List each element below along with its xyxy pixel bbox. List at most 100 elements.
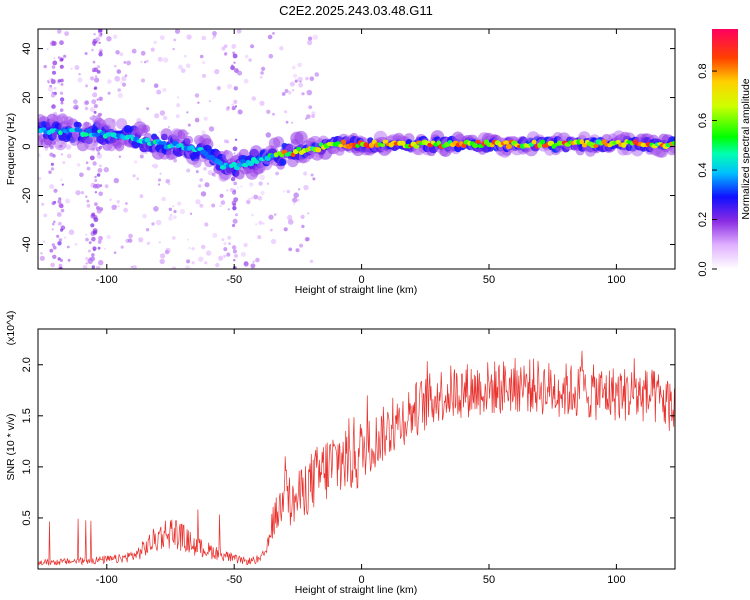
spectrogram-speckle bbox=[309, 259, 314, 263]
spectrogram-xtick-label: 50 bbox=[483, 274, 495, 286]
spectrogram-speckle bbox=[287, 214, 293, 221]
spectrogram-ridge-cell bbox=[461, 143, 467, 149]
spectrogram-speckle bbox=[134, 160, 138, 164]
spectrogram-ridge-cell bbox=[82, 132, 89, 137]
spectrogram-speckle bbox=[84, 52, 88, 55]
spectrogram-speckle bbox=[159, 253, 166, 259]
spectrogram-speckle bbox=[303, 171, 308, 176]
spectrogram-speckle bbox=[212, 31, 217, 36]
spectrogram-speckle bbox=[257, 195, 263, 201]
spectrogram-streak bbox=[56, 212, 62, 217]
spectrogram-streak bbox=[93, 104, 98, 109]
spectrogram-speckle bbox=[72, 106, 75, 109]
spectrogram-speckle bbox=[247, 197, 251, 202]
spectrogram-streak bbox=[91, 253, 95, 257]
spectrogram-speckle bbox=[157, 56, 163, 62]
spectrogram-speckle bbox=[270, 228, 273, 232]
spectrogram-speckle bbox=[57, 56, 61, 59]
spectrogram-speckle bbox=[212, 233, 218, 238]
spectrogram-speckle bbox=[103, 167, 110, 173]
spectrogram-speckle bbox=[126, 60, 131, 66]
spectrogram-speckle bbox=[140, 60, 143, 64]
spectrogram-speckle bbox=[250, 196, 254, 200]
spectrogram-speckle bbox=[49, 184, 55, 190]
snr-panel: -100 -50 0 50 100 0.5 1.0 1.5 2.0 Height of str… bbox=[5, 311, 676, 596]
spectrogram-streak bbox=[61, 183, 64, 186]
spectrogram-speckle bbox=[96, 153, 103, 159]
spectrogram-speckle bbox=[197, 184, 202, 188]
spectrogram-speckle bbox=[46, 79, 50, 83]
spectrogram-speckle bbox=[314, 72, 320, 77]
spectrogram-speckle bbox=[121, 82, 127, 87]
spectrogram-speckle bbox=[155, 165, 158, 168]
spectrogram-streak bbox=[96, 207, 100, 211]
spectrogram-streak bbox=[233, 259, 236, 262]
spectrogram-speckle bbox=[86, 199, 90, 203]
spectrogram-speckle bbox=[199, 54, 204, 59]
spectrogram-streak bbox=[90, 76, 95, 81]
spectrogram-speckle bbox=[85, 233, 88, 236]
spectrogram-ridge-cell bbox=[296, 147, 302, 151]
snr-xtick-label: -50 bbox=[226, 574, 242, 586]
spectrogram-speckle bbox=[251, 96, 257, 101]
spectrogram-halo bbox=[177, 129, 188, 140]
spectrogram-ridge-cell bbox=[338, 143, 344, 148]
spectrogram-speckle bbox=[85, 161, 89, 164]
spectrogram-speckle bbox=[186, 168, 191, 173]
spectrogram-speckle bbox=[202, 61, 206, 65]
spectrogram-speckle bbox=[201, 130, 206, 135]
snr-xtick-label: 0 bbox=[359, 574, 365, 586]
spectrogram-speckle bbox=[223, 254, 227, 258]
spectrogram-speckle bbox=[130, 265, 134, 269]
spectrogram-speckle bbox=[85, 262, 88, 265]
spectrogram-speckle bbox=[86, 203, 91, 208]
spectrogram-speckle bbox=[227, 208, 230, 211]
spectrogram-streak bbox=[52, 254, 57, 259]
spectrogram-streak bbox=[98, 191, 103, 197]
spectrogram-speckle bbox=[237, 70, 243, 76]
spectrogram-speckle bbox=[128, 238, 133, 243]
spectrogram-speckle bbox=[236, 186, 239, 189]
spectrogram-speckle bbox=[240, 252, 246, 257]
spectrogram-speckle bbox=[287, 219, 294, 225]
spectrogram-speckle bbox=[266, 182, 269, 185]
spectrogram-ridge-cell bbox=[85, 128, 92, 134]
spectrogram-speckle bbox=[291, 121, 293, 124]
spectrogram-speckle bbox=[56, 234, 60, 238]
spectrogram-speckle bbox=[53, 57, 56, 59]
spectrogram-streak bbox=[91, 48, 94, 52]
spectrogram-speckle bbox=[236, 29, 242, 34]
spectrogram-speckle bbox=[178, 64, 183, 70]
spectrogram-speckle bbox=[121, 76, 127, 82]
spectrogram-speckle bbox=[162, 57, 169, 63]
spectrogram-speckle bbox=[194, 117, 200, 123]
spectrogram-speckle bbox=[38, 153, 41, 158]
spectrogram-speckle bbox=[268, 53, 274, 59]
chart-title: C2E2.2025.243.03.48.G11 bbox=[279, 3, 433, 18]
spectrogram-streak bbox=[98, 41, 101, 44]
spectrogram-streak bbox=[92, 60, 96, 64]
spectrogram-speckle bbox=[146, 107, 150, 110]
spectrogram-speckle bbox=[159, 110, 166, 116]
spectrogram-speckle bbox=[111, 204, 117, 210]
spectrogram-speckle bbox=[169, 213, 173, 217]
spectrogram-speckle bbox=[311, 114, 315, 118]
spectrogram-speckle bbox=[164, 250, 170, 255]
snr-ylabel: SNR (10 * v/v) bbox=[5, 413, 17, 480]
spectrogram-streak bbox=[96, 173, 101, 177]
spectrogram-speckle bbox=[204, 261, 208, 265]
spectrogram-speckle bbox=[225, 107, 230, 111]
spectrogram-speckle bbox=[85, 195, 88, 198]
spectrogram-speckle bbox=[197, 101, 200, 104]
spectrogram-ridge-cell bbox=[189, 145, 195, 150]
spectrogram-speckle bbox=[88, 241, 92, 245]
spectrogram-speckle bbox=[104, 184, 109, 189]
snr-ytick-label: 2.0 bbox=[21, 357, 33, 372]
spectrogram-speckle bbox=[195, 170, 199, 174]
spectrogram-speckle bbox=[163, 115, 168, 121]
spectrogram-speckle bbox=[113, 177, 120, 184]
spectrogram-speckle bbox=[186, 34, 192, 40]
spectrogram-speckle bbox=[227, 235, 232, 240]
spectrogram-speckle bbox=[248, 58, 252, 62]
spectrogram-speckle bbox=[237, 109, 243, 115]
